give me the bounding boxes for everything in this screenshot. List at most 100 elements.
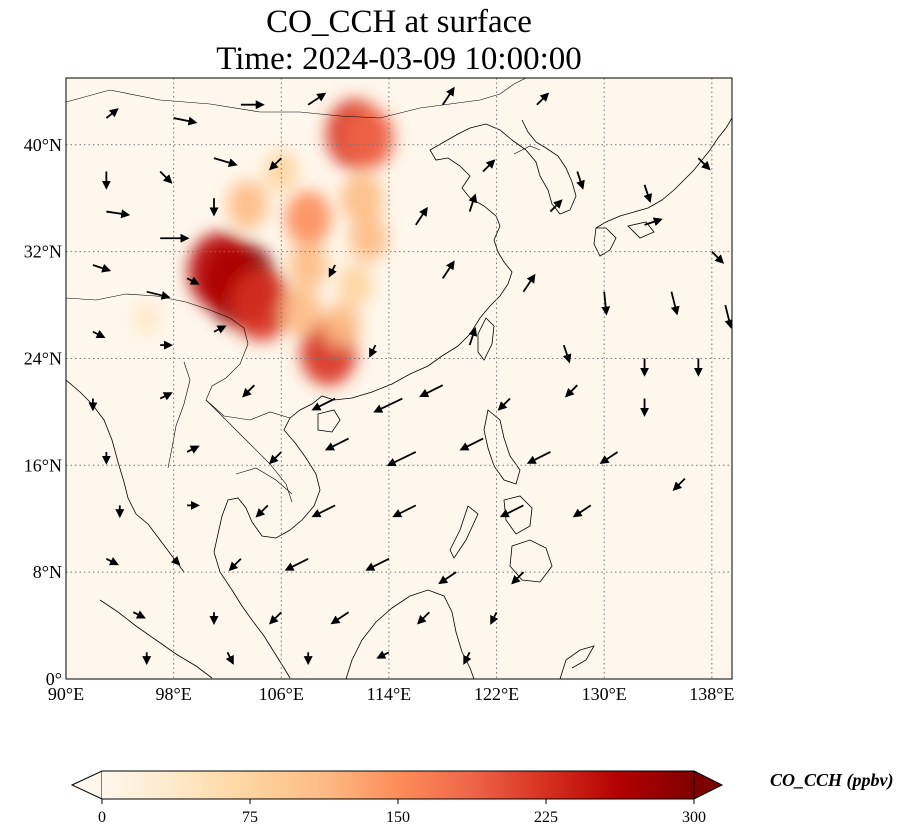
wind-arrow bbox=[526, 451, 551, 464]
wind-arrow bbox=[213, 157, 238, 167]
wind-arrow bbox=[228, 558, 242, 572]
field-hotspot-11 bbox=[288, 241, 328, 289]
field-hotspot-12 bbox=[323, 302, 361, 348]
map-subtitle-time: Time: 2024-03-09 10:00:00 bbox=[216, 41, 582, 77]
wind-arrow bbox=[242, 384, 256, 398]
colorbar-tick-label: 225 bbox=[534, 809, 558, 826]
wind-arrow bbox=[497, 397, 511, 411]
coastline-china bbox=[289, 165, 513, 419]
lon-tick-label: 114°E bbox=[367, 684, 412, 704]
wind-arrow bbox=[173, 116, 198, 126]
colorbar-tick-label: 0 bbox=[98, 809, 106, 826]
lon-tick-label: 90°E bbox=[48, 684, 84, 704]
lat-tick-label: 16°N bbox=[24, 455, 62, 475]
field-hotspot-7 bbox=[340, 172, 384, 224]
border-korea bbox=[513, 145, 541, 155]
wind-arrow bbox=[376, 650, 390, 659]
map-background bbox=[66, 78, 732, 679]
wind-arrow bbox=[572, 504, 592, 518]
lat-tick-label: 32°N bbox=[24, 242, 62, 262]
wind-arrow bbox=[463, 651, 472, 665]
wind-arrow bbox=[672, 478, 686, 491]
wind-arrow bbox=[599, 451, 619, 464]
coastline-visayas bbox=[503, 495, 533, 535]
wind-arrow bbox=[268, 611, 282, 625]
wind-arrow bbox=[106, 209, 131, 219]
coastline-japan bbox=[595, 117, 732, 229]
wind-arrow bbox=[213, 325, 227, 334]
coastline-borneo bbox=[345, 589, 475, 679]
wind-arrow bbox=[441, 260, 455, 279]
wind-arrow bbox=[536, 92, 550, 106]
wind-arrow bbox=[284, 557, 309, 571]
wind-arrow bbox=[392, 504, 417, 518]
wind-arrow bbox=[499, 504, 524, 518]
colorbar-tick-label: 75 bbox=[242, 809, 258, 826]
coastline-korea bbox=[521, 119, 577, 215]
wind-arrow bbox=[459, 437, 484, 451]
lat-tick-label: 8°N bbox=[33, 562, 62, 582]
border-himalaya bbox=[66, 293, 249, 345]
colorbar-tick-label: 150 bbox=[386, 809, 410, 826]
wind-arrow bbox=[373, 397, 403, 413]
wind-arrow bbox=[549, 199, 563, 213]
map-title: CO_CCH at surface bbox=[266, 4, 532, 40]
colorbar-body bbox=[102, 771, 694, 799]
colorbar-extend-high bbox=[693, 770, 724, 800]
wind-arrow bbox=[307, 92, 327, 106]
wind-arrow bbox=[330, 611, 350, 625]
colorbar-extend-low bbox=[70, 770, 103, 800]
wind-arrow bbox=[419, 384, 444, 397]
wind-arrow bbox=[159, 170, 173, 184]
country-borders bbox=[66, 78, 541, 503]
lon-tick-label: 98°E bbox=[156, 684, 192, 704]
wind-arrow bbox=[324, 437, 349, 451]
lat-tick-label: 40°N bbox=[24, 135, 62, 155]
wind-arrow bbox=[468, 326, 478, 346]
coastline-mindanao bbox=[509, 539, 553, 583]
field-hotspot-15 bbox=[133, 302, 161, 335]
wind-arrow bbox=[92, 263, 112, 273]
wind-arrow bbox=[170, 556, 181, 566]
coastlines bbox=[66, 117, 732, 679]
wind-arrow bbox=[311, 397, 336, 411]
wind-arrow bbox=[328, 264, 337, 278]
wind-arrow bbox=[724, 304, 732, 329]
field-hotspot-9 bbox=[349, 214, 389, 262]
field-hotspot-13 bbox=[337, 263, 374, 307]
lon-tick-label: 122°E bbox=[474, 684, 519, 704]
lon-tick-label: 138°E bbox=[689, 684, 734, 704]
colorbar-ticks: 0 75 150 225 300 bbox=[98, 799, 706, 826]
wind-arrow bbox=[441, 86, 455, 106]
wind-arrow bbox=[159, 392, 173, 401]
wind-arrow bbox=[105, 108, 119, 119]
wind-arrow bbox=[105, 557, 119, 566]
border-mongolia-china bbox=[66, 78, 527, 119]
map-frame bbox=[65, 77, 733, 680]
wind-arrow bbox=[146, 290, 171, 300]
wind-arrow bbox=[644, 217, 663, 226]
lon-tick-label: 106°E bbox=[259, 684, 304, 704]
wind-arrow bbox=[311, 504, 336, 518]
wind-arrow bbox=[711, 250, 725, 264]
field-hotspot-8 bbox=[227, 180, 269, 230]
axis-ticks: 90°E 98°E 106°E 114°E 122°E 130°E 138°E 0° 8°N 16… bbox=[24, 135, 735, 704]
coastline-hainan bbox=[317, 409, 341, 433]
wind-arrow bbox=[255, 504, 269, 518]
wind-arrow bbox=[670, 291, 680, 316]
coastline-kyushu bbox=[593, 227, 617, 257]
wind-arrow bbox=[522, 273, 536, 293]
lon-tick-label: 130°E bbox=[582, 684, 627, 704]
wind-arrow bbox=[562, 344, 572, 364]
wind-arrow bbox=[386, 451, 417, 467]
co-concentration-field bbox=[133, 99, 395, 386]
field-hotspot-10 bbox=[281, 287, 322, 337]
wind-arrow bbox=[697, 157, 711, 171]
coastline-shikoku bbox=[627, 221, 655, 239]
wind-arrow bbox=[132, 610, 146, 619]
wind-arrow bbox=[415, 206, 428, 226]
lat-tick-label: 0° bbox=[46, 669, 62, 689]
coastline-indochina bbox=[213, 417, 321, 679]
wind-arrow bbox=[511, 571, 525, 585]
